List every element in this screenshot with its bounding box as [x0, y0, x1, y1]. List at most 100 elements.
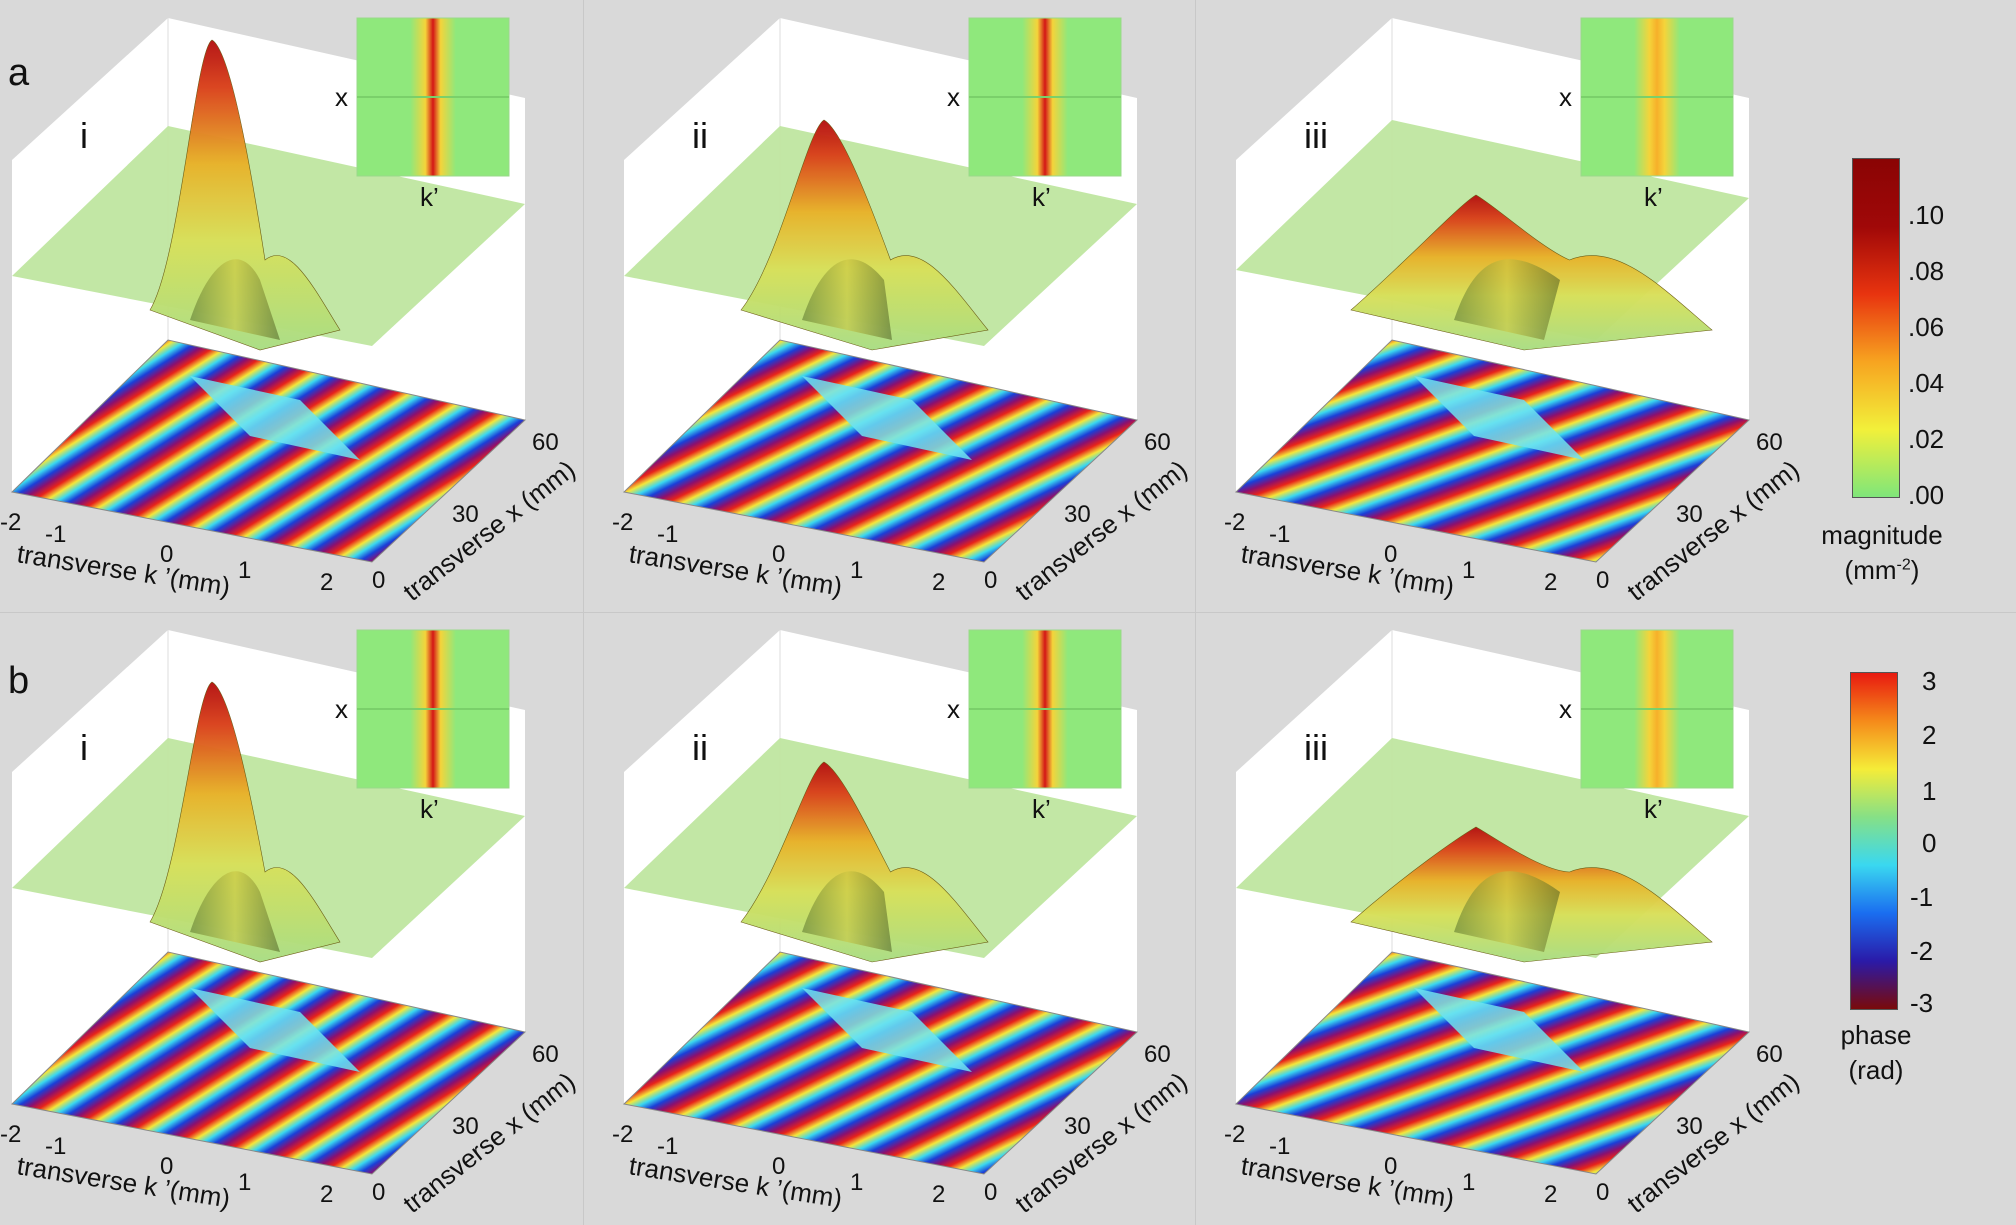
k-tick-label: -2 — [612, 1121, 633, 1148]
phase-colorbar-label: phase (rad) — [1796, 1018, 1956, 1088]
phase-flat-region — [190, 988, 360, 1072]
k-tick-label: 1 — [1462, 1169, 1475, 1196]
inset-y-label: x — [947, 82, 960, 112]
k-tick-label: 2 — [320, 569, 333, 596]
k-tick-label: 0 — [160, 541, 173, 568]
magnitude-unit-close: ) — [1910, 555, 1920, 586]
x-tick-label: 30 — [452, 501, 479, 528]
phase-plane — [1234, 951, 1751, 1175]
inset-y-label: x — [1559, 82, 1572, 112]
k-tick-label: 1 — [1462, 557, 1475, 584]
k-tick-label: 1 — [850, 557, 863, 584]
phase-plane — [622, 951, 1139, 1175]
x-tick-label: 0 — [1596, 567, 1609, 594]
inset-x-label: k’ — [420, 182, 439, 212]
phase-tick: -1 — [1910, 882, 1934, 912]
panel-label: i — [80, 115, 88, 156]
k-tick-label: 2 — [320, 1181, 333, 1208]
magnitude-base-sheet — [12, 738, 525, 958]
phase-flat-region — [802, 376, 972, 460]
panel-b-iii: iii x k’ -2 -1 0 1 2 transverse k ’(mm) 0 30 60 tran… — [1224, 612, 1836, 1224]
x-tick-label: 30 — [452, 1113, 479, 1140]
k-tick-label: 2 — [932, 1181, 945, 1208]
panel-label: iii — [1304, 727, 1328, 768]
k-tick-label: -1 — [1269, 521, 1290, 548]
panel-a-i: i x k’ -2 -1 0 1 2 transverse k ’(mm) 0 30 60 transv… — [0, 0, 612, 612]
k-tick-label: 0 — [160, 1153, 173, 1180]
k-tick-label: 1 — [238, 557, 251, 584]
k-tick-label: -2 — [0, 509, 21, 536]
k-axis-label: transverse k ’(mm) — [627, 1150, 844, 1213]
k-tick-label: 2 — [1544, 569, 1557, 596]
x-tick-label: 60 — [532, 429, 559, 456]
panel-label: ii — [692, 115, 708, 156]
inset-x-label: k’ — [1032, 182, 1051, 212]
phase-plane — [10, 951, 527, 1175]
k-tick-label: -1 — [1269, 1133, 1290, 1160]
magnitude-unit-text: (mm — [1844, 555, 1897, 586]
magnitude-peak — [740, 119, 989, 351]
panel-a-iii: iii x k’ -2 -1 0 1 2 transverse k ’(mm) 0 30 60 tran… — [1224, 0, 1836, 612]
column-divider — [583, 0, 584, 1225]
phase-colorbar-gradient — [1850, 672, 1898, 1010]
phase-tick: 3 — [1922, 666, 1937, 696]
k-tick-label: -1 — [657, 1133, 678, 1160]
panel-label: ii — [692, 727, 708, 768]
x-tick-label: 60 — [532, 1041, 559, 1068]
phase-flat-region — [1414, 376, 1584, 460]
column-divider — [1195, 0, 1196, 1225]
phase-tick: -2 — [1910, 936, 1934, 966]
inset-x-label: k’ — [1032, 794, 1051, 824]
phase-tick: 2 — [1922, 720, 1937, 750]
phase-flat-region — [190, 376, 360, 460]
x-tick-label: 60 — [1144, 1041, 1171, 1068]
row-label-b: b — [8, 660, 30, 702]
k-tick-label: -1 — [45, 1133, 66, 1160]
magnitude-tick: .08 — [1908, 256, 1945, 286]
inset-x-label: k’ — [420, 794, 439, 824]
k-tick-label: -2 — [1224, 509, 1245, 536]
panel-a-ii: ii x k’ -2 -1 0 1 2 transverse k ’(mm) 0 30 60 trans… — [612, 0, 1224, 612]
k-tick-label: 1 — [238, 1169, 251, 1196]
magnitude-tick: .02 — [1908, 424, 1945, 454]
phase-tick: 1 — [1922, 776, 1937, 806]
k-axis-label: transverse k ’(mm) — [15, 1150, 232, 1213]
phase-label-text: phase — [1840, 1020, 1912, 1050]
inset-x-label: k’ — [1644, 794, 1663, 824]
k-tick-label: -1 — [45, 521, 66, 548]
panel-label: iii — [1304, 115, 1328, 156]
magnitude-base-sheet — [12, 126, 525, 346]
x-tick-label: 30 — [1676, 1113, 1703, 1140]
x-tick-label: 0 — [372, 1179, 385, 1206]
x-tick-label: 60 — [1756, 1041, 1783, 1068]
magnitude-base-sheet — [624, 738, 1137, 958]
magnitude-peak — [740, 761, 989, 963]
phase-plane — [1234, 339, 1751, 563]
row-label-a: a — [8, 52, 30, 94]
magnitude-peak — [149, 39, 341, 351]
k-tick-label: -1 — [657, 521, 678, 548]
panel-label: i — [80, 727, 88, 768]
phase-colorbar: -3 -2 -1 0 1 2 3 phase (rad) — [1841, 666, 2008, 1092]
x-tick-label: 60 — [1144, 429, 1171, 456]
k-tick-label: 2 — [932, 569, 945, 596]
row-divider — [0, 612, 2016, 613]
x-tick-label: 30 — [1676, 501, 1703, 528]
k-tick-label: 1 — [850, 1169, 863, 1196]
x-tick-label: 30 — [1064, 501, 1091, 528]
phase-tick: 0 — [1922, 828, 1937, 858]
magnitude-label-text: magnitude — [1821, 520, 1943, 550]
inset-y-label: x — [947, 694, 960, 724]
inset-y-label: x — [1559, 694, 1572, 724]
k-tick-label: 2 — [1544, 1181, 1557, 1208]
magnitude-tick: .10 — [1908, 200, 1945, 230]
k-tick-label: 0 — [772, 1153, 785, 1180]
magnitude-colorbar: .00 .02 .04 .06 .08 .10 magnitude (mm-2) — [1821, 158, 2010, 588]
magnitude-tick: .06 — [1908, 312, 1945, 342]
k-tick-label: -2 — [612, 509, 633, 536]
